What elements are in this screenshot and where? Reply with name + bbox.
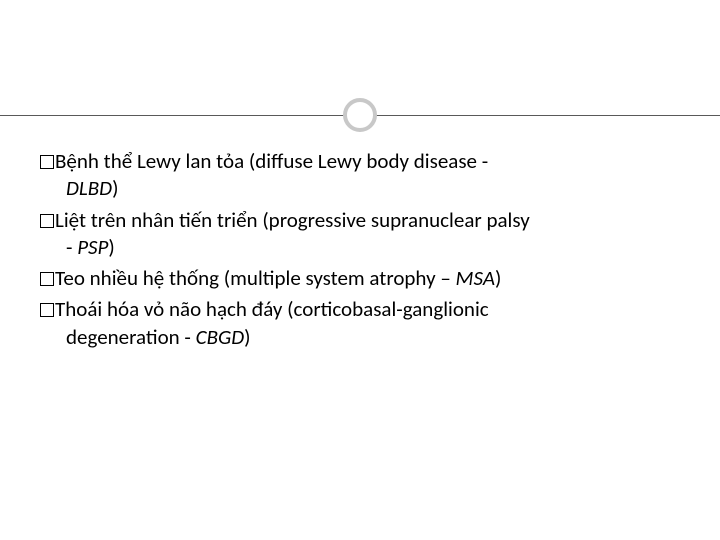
content-area: Bệnh thể Lewy lan tỏa (diffuse Lewy body… <box>40 148 672 355</box>
slide: Bệnh thể Lewy lan tỏa (diffuse Lewy body… <box>0 0 720 540</box>
square-bullet-icon <box>40 214 54 228</box>
italic-text: MSA <box>456 265 496 291</box>
bullet-item: Thoái hóa vỏ não hạch đáy (corticobasal-… <box>40 296 672 351</box>
ring-decoration <box>343 98 377 132</box>
text-before: degeneration - <box>66 324 196 350</box>
bullet-text: Teo nhiều hệ thống (multiple system atro… <box>55 265 456 291</box>
square-bullet-icon <box>40 155 54 169</box>
square-bullet-icon <box>40 303 54 317</box>
text-after: ) <box>112 175 118 201</box>
bullet-item: Teo nhiều hệ thống (multiple system atro… <box>40 265 672 292</box>
bullet-item: Liệt trên nhân tiến triển (progressive s… <box>40 207 672 262</box>
text-before: - <box>66 234 77 260</box>
text-after: ) <box>108 234 114 260</box>
bullet-text: Liệt trên nhân tiến triển (progressive s… <box>55 207 530 233</box>
text-after: ) <box>495 265 501 291</box>
italic-text: DLBD <box>66 175 112 201</box>
bullet-continuation: degeneration - CBGD) <box>40 324 672 351</box>
bullet-text: Bệnh thể Lewy lan tỏa (diffuse Lewy body… <box>55 148 488 174</box>
bullet-continuation: - PSP) <box>40 234 672 261</box>
bullet-text: Thoái hóa vỏ não hạch đáy (corticobasal-… <box>55 296 489 322</box>
italic-text: CBGD <box>196 324 245 350</box>
text-after: ) <box>244 324 250 350</box>
bullet-continuation: DLBD) <box>40 175 672 202</box>
italic-text: PSP <box>77 234 108 260</box>
bullet-item: Bệnh thể Lewy lan tỏa (diffuse Lewy body… <box>40 148 672 203</box>
square-bullet-icon <box>40 272 54 286</box>
